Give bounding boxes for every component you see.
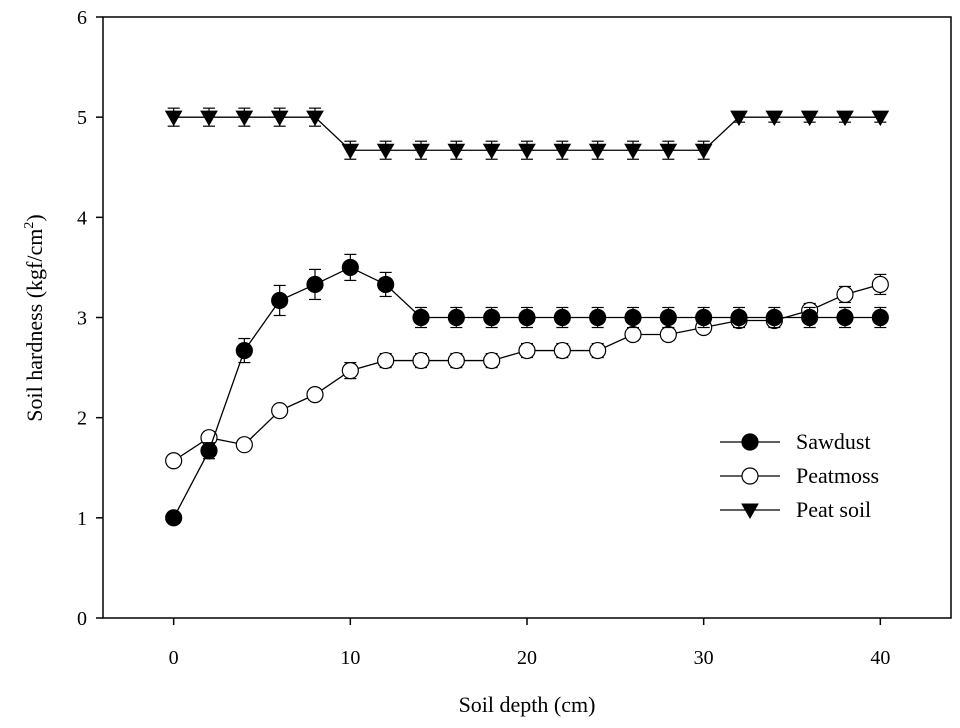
legend-label: Sawdust bbox=[796, 429, 871, 454]
data-point bbox=[447, 351, 465, 370]
data-point bbox=[589, 308, 607, 327]
series-peat-soil bbox=[164, 107, 890, 160]
data-point bbox=[624, 308, 642, 327]
y-tick-label: 4 bbox=[77, 207, 87, 229]
y-tick-label: 3 bbox=[77, 308, 87, 330]
x-tick-label: 40 bbox=[870, 647, 890, 669]
data-point bbox=[200, 110, 218, 127]
data-point bbox=[412, 308, 430, 327]
data-point bbox=[659, 308, 677, 327]
legend-marker bbox=[741, 467, 759, 485]
data-point bbox=[482, 143, 501, 160]
data-point bbox=[836, 308, 854, 327]
data-point bbox=[800, 110, 819, 127]
legend-label: Peatmoss bbox=[796, 463, 879, 488]
data-point bbox=[412, 351, 430, 370]
data-point bbox=[730, 110, 748, 127]
y-axis-label-superscript: 2 bbox=[22, 222, 37, 229]
data-point bbox=[836, 110, 854, 127]
data-point bbox=[589, 341, 607, 360]
legend: Sawdust Peatmoss Peat soil bbox=[720, 429, 879, 522]
data-point bbox=[270, 110, 289, 127]
data-point bbox=[659, 143, 678, 160]
data-point bbox=[730, 308, 748, 327]
data-point bbox=[377, 351, 395, 370]
data-point bbox=[765, 110, 784, 127]
data-point bbox=[871, 110, 890, 127]
legend-item-sawdust: Sawdust bbox=[720, 429, 871, 454]
data-point bbox=[553, 308, 571, 327]
data-point bbox=[588, 143, 607, 160]
data-point bbox=[695, 308, 713, 327]
data-point bbox=[412, 143, 430, 160]
x-tick-label: 30 bbox=[694, 647, 714, 669]
legend-label: Peat soil bbox=[796, 497, 871, 522]
data-point bbox=[518, 341, 536, 360]
data-point bbox=[871, 275, 889, 294]
data-point bbox=[624, 143, 642, 160]
data-point bbox=[483, 308, 501, 327]
y-axis-label-main: Soil hardness (kgf/cm bbox=[22, 229, 47, 422]
legend-item-peat-soil: Peat soil bbox=[720, 497, 871, 522]
data-point bbox=[836, 285, 854, 304]
data-point bbox=[306, 386, 324, 404]
series-layer bbox=[164, 107, 890, 527]
data-point bbox=[235, 341, 253, 360]
data-point bbox=[659, 325, 677, 344]
y-tick-label: 1 bbox=[77, 508, 87, 530]
data-point bbox=[553, 341, 571, 360]
data-point bbox=[341, 143, 360, 160]
y-tick-label: 2 bbox=[77, 408, 87, 430]
legend-item-peatmoss: Peatmoss bbox=[720, 463, 879, 488]
data-point bbox=[165, 452, 183, 470]
data-point bbox=[200, 442, 218, 460]
data-point bbox=[341, 258, 359, 277]
data-point bbox=[271, 291, 289, 310]
series-sawdust bbox=[165, 253, 889, 527]
y-tick-label: 0 bbox=[77, 608, 87, 630]
data-point bbox=[306, 275, 324, 294]
data-point bbox=[377, 275, 395, 294]
x-tick-label: 20 bbox=[517, 647, 537, 669]
data-point bbox=[553, 143, 572, 160]
data-point bbox=[871, 308, 889, 327]
data-point bbox=[447, 143, 466, 160]
data-point bbox=[518, 143, 536, 160]
x-tick-label: 10 bbox=[340, 647, 360, 669]
data-point bbox=[483, 351, 501, 370]
x-axis-label: Soil depth (cm) bbox=[459, 692, 596, 717]
data-point bbox=[376, 143, 395, 160]
x-axis-ticks: 0 10 20 30 40 bbox=[169, 618, 890, 669]
data-point bbox=[165, 509, 183, 527]
legend-marker bbox=[741, 433, 759, 451]
data-point bbox=[271, 402, 289, 420]
y-axis-label-close: ) bbox=[22, 214, 47, 221]
y-axis-ticks: 0 1 2 3 4 5 6 bbox=[77, 7, 103, 630]
data-point bbox=[235, 110, 254, 127]
legend-marker bbox=[741, 503, 759, 520]
data-point bbox=[518, 308, 536, 327]
data-point bbox=[694, 143, 713, 160]
data-point bbox=[801, 308, 819, 327]
y-tick-label: 6 bbox=[77, 7, 87, 29]
data-point bbox=[306, 110, 324, 127]
y-axis-label: Soil hardness (kgf/cm2) bbox=[22, 214, 47, 421]
data-point bbox=[235, 436, 253, 454]
data-point bbox=[447, 308, 465, 327]
data-point bbox=[765, 308, 783, 327]
data-point bbox=[624, 325, 642, 344]
x-tick-label: 0 bbox=[169, 647, 179, 669]
y-tick-label: 5 bbox=[77, 107, 87, 129]
data-point bbox=[341, 361, 359, 380]
data-point bbox=[164, 110, 183, 127]
